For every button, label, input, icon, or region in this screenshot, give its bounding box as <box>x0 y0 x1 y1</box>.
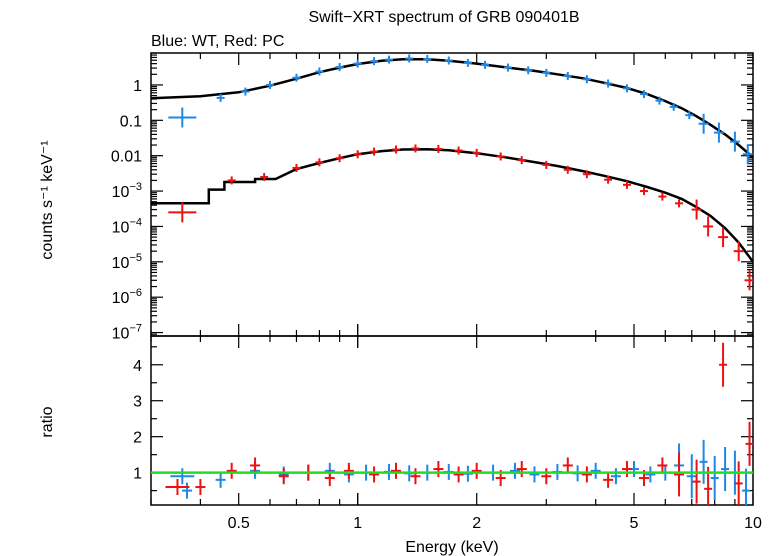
top-y-tick-label: 0.01 <box>111 149 142 166</box>
top-panel-ylabel: counts s⁻¹ keV⁻¹ <box>39 140 56 259</box>
bottom-y-tick-label: 4 <box>133 358 142 375</box>
top-y-tick-label: 10−3 <box>112 181 142 201</box>
top-y-tick-label: 10−7 <box>112 323 142 343</box>
bottom-panel-ylabel: ratio <box>39 406 56 437</box>
bottom-panel-frame <box>150 335 754 506</box>
chart-subtitle: Blue: WT, Red: PC <box>151 33 284 50</box>
bottom-y-tick-label: 1 <box>133 466 142 483</box>
bottom-y-tick-label: 3 <box>133 394 142 411</box>
chart-title: Swift−XRT spectrum of GRB 090401B <box>308 9 579 26</box>
model-curve-wt <box>151 58 753 159</box>
top-y-tick-label: 10−6 <box>112 287 142 307</box>
top-y-tick-label: 1 <box>133 78 142 95</box>
top-y-tick-label: 10−4 <box>112 216 142 236</box>
x-axis-label: Energy (keV) <box>405 539 498 556</box>
x-tick-label: 0.5 <box>228 515 250 532</box>
top-y-tick-label: 10−5 <box>112 252 142 272</box>
model-curve-pc <box>151 148 753 263</box>
x-tick-label: 10 <box>744 515 762 532</box>
x-tick-label: 2 <box>472 515 481 532</box>
top-y-tick-label: 0.1 <box>120 113 142 130</box>
bottom-y-tick-label: 2 <box>133 430 142 447</box>
x-tick-label: 5 <box>630 515 639 532</box>
x-tick-label: 1 <box>353 515 362 532</box>
